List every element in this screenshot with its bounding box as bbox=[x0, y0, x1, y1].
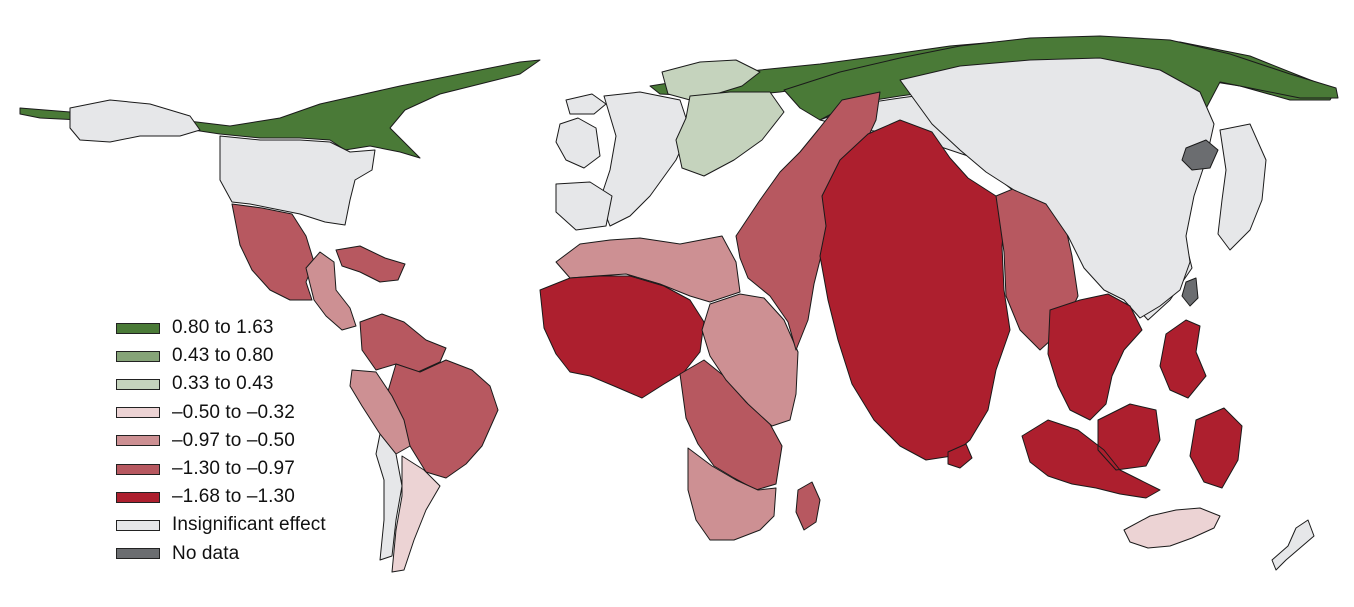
region-sri-lanka bbox=[947, 443, 973, 469]
region-central-america bbox=[305, 251, 357, 331]
legend-swatch bbox=[116, 548, 160, 560]
legend-swatch bbox=[116, 519, 160, 531]
legend-label: 0.80 to 1.63 bbox=[172, 317, 274, 339]
legend-label: –1.30 to –0.97 bbox=[172, 458, 295, 480]
legend-item: 0.33 to 0.43 bbox=[116, 370, 326, 398]
legend-swatch bbox=[116, 463, 160, 475]
map-legend: 0.80 to 1.63 0.43 to 0.80 0.33 to 0.43 –… bbox=[116, 314, 326, 568]
region-australia bbox=[1123, 507, 1221, 549]
region-madagascar bbox=[795, 481, 821, 531]
region-argentina bbox=[391, 455, 441, 573]
region-uk-ireland bbox=[555, 117, 601, 169]
region-east-africa bbox=[701, 293, 799, 427]
legend-label: No data bbox=[172, 542, 240, 564]
region-iberia bbox=[555, 181, 613, 231]
region-new-zealand bbox=[1271, 519, 1315, 571]
region-philippines bbox=[1159, 319, 1207, 399]
legend-swatch bbox=[116, 435, 160, 447]
legend-swatch bbox=[116, 407, 160, 419]
region-chile bbox=[375, 433, 403, 561]
legend-item: –1.68 to –1.30 bbox=[116, 483, 326, 511]
legend-item: –0.50 to –0.32 bbox=[116, 399, 326, 427]
legend-swatch bbox=[116, 491, 160, 503]
legend-item: No data bbox=[116, 540, 326, 568]
legend-swatch bbox=[116, 378, 160, 390]
region-west-africa bbox=[539, 275, 705, 399]
region-taiwan bbox=[1181, 277, 1199, 307]
legend-label: Insignificant effect bbox=[172, 514, 326, 536]
legend-item: Insignificant effect bbox=[116, 511, 326, 539]
region-eastern-europe bbox=[675, 91, 785, 177]
region-peru bbox=[349, 369, 411, 455]
legend-item: 0.43 to 0.80 bbox=[116, 342, 326, 370]
legend-label: 0.33 to 0.43 bbox=[172, 373, 274, 395]
region-western-europe bbox=[599, 91, 691, 227]
region-india bbox=[819, 119, 1011, 461]
legend-label: 0.43 to 0.80 bbox=[172, 345, 274, 367]
legend-swatch bbox=[116, 350, 160, 362]
region-north-korea bbox=[1181, 139, 1219, 171]
region-southern-africa bbox=[687, 447, 777, 541]
region-mexico bbox=[231, 203, 315, 301]
region-north-america bbox=[219, 135, 376, 226]
legend-item: –0.97 to –0.50 bbox=[116, 427, 326, 455]
region-north-africa bbox=[555, 235, 741, 303]
legend-item: 0.80 to 1.63 bbox=[116, 314, 326, 342]
legend-label: –1.68 to –1.30 bbox=[172, 486, 295, 508]
region-scandinavia bbox=[661, 59, 761, 101]
region-indonesia bbox=[1021, 403, 1243, 499]
legend-label: –0.50 to –0.32 bbox=[172, 401, 295, 423]
region-alaska bbox=[69, 99, 201, 143]
legend-item: –1.30 to –0.97 bbox=[116, 455, 326, 483]
region-colombia-venezuela bbox=[359, 313, 447, 373]
region-southeast-asia bbox=[1047, 293, 1143, 421]
region-iceland bbox=[565, 93, 607, 115]
region-china bbox=[899, 57, 1215, 319]
region-caribbean bbox=[335, 245, 406, 283]
legend-label: –0.97 to –0.50 bbox=[172, 429, 295, 451]
region-japan bbox=[1217, 123, 1267, 251]
legend-swatch bbox=[116, 322, 160, 334]
